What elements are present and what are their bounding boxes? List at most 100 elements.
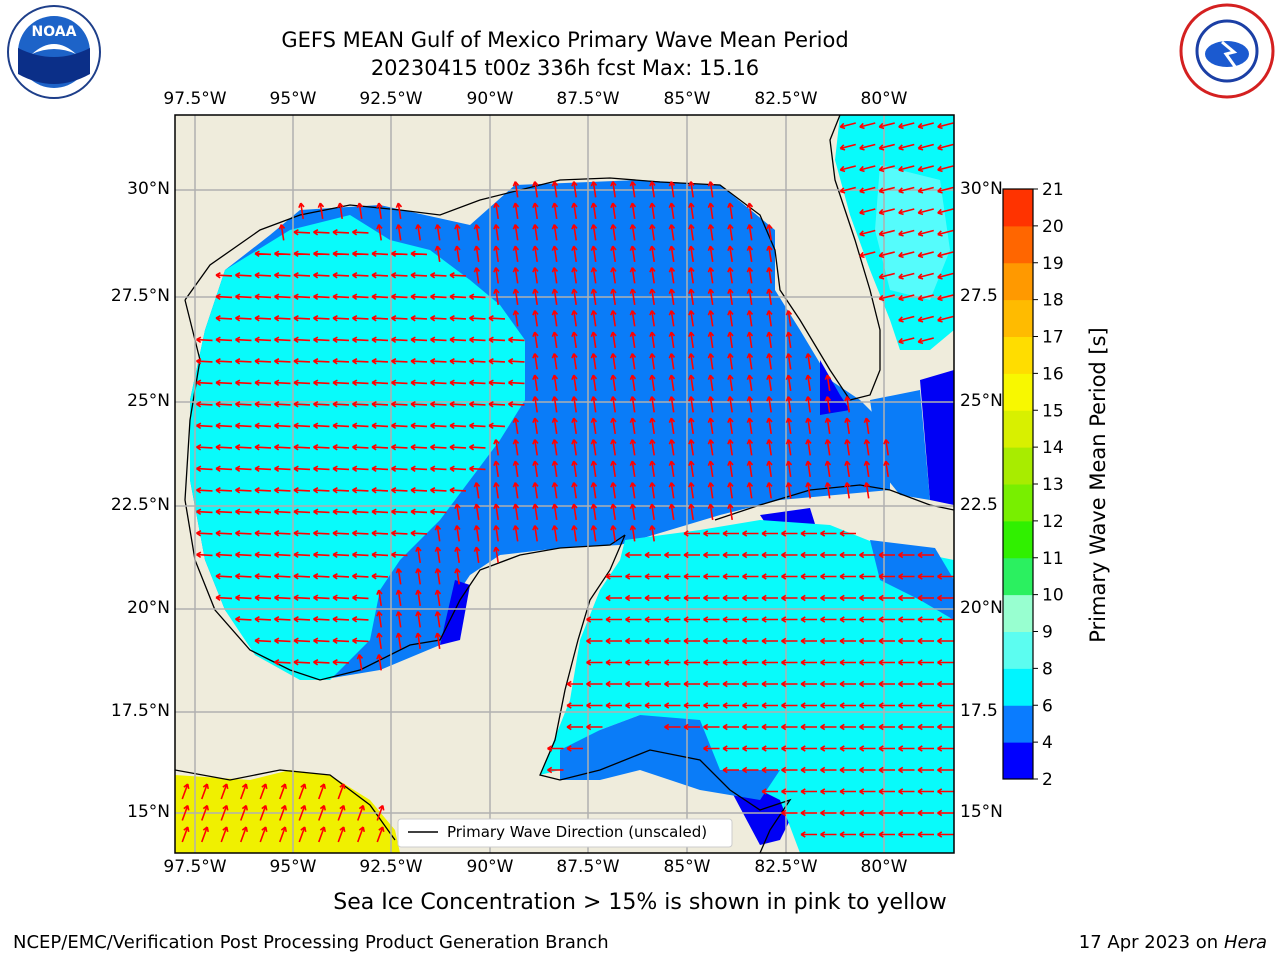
direction-arrow [235,508,252,516]
direction-arrow [391,358,408,365]
direction-arrow [571,288,578,306]
direction-arrow [766,460,773,478]
direction-arrow [703,530,720,537]
direction-arrow [844,439,851,456]
direction-arrow [644,573,661,580]
direction-arrow [629,503,637,521]
direction-arrow [357,826,365,843]
direction-arrow [820,659,837,666]
direction-arrow [332,315,350,322]
direction-arrow [512,245,520,263]
direction-arrow [664,616,681,623]
direction-arrow [410,293,428,301]
direction-arrow [274,444,291,451]
direction-arrow [649,267,656,284]
direction-arrow [824,460,832,478]
direction-arrow [820,551,837,559]
direction-arrow [683,594,700,602]
direction-arrow [313,358,330,365]
direction-arrow [859,702,876,709]
direction-arrow [820,788,837,795]
direction-arrow [722,723,739,731]
direction-arrow [898,594,915,602]
direction-arrow [859,208,876,216]
direction-arrow [688,353,695,370]
direction-arrow [590,417,598,435]
direction-arrow [551,525,559,542]
direction-arrow [605,659,622,666]
direction-arrow [196,530,213,537]
direction-arrow [532,224,539,241]
direction-arrow [235,272,252,279]
direction-arrow [610,310,617,327]
direction-arrow [883,460,890,478]
direction-arrow [259,804,268,821]
direction-arrow [766,331,773,349]
direction-arrow [917,186,934,194]
direction-arrow [196,487,213,494]
direction-arrow [781,745,798,752]
direction-arrow [859,809,876,817]
direction-arrow [629,396,637,413]
direction-arrow [668,439,676,456]
direction-arrow [274,422,291,430]
direction-arrow [571,503,578,521]
direction-arrow [668,503,676,521]
direction-arrow [878,122,895,130]
direction-arrow [313,444,330,451]
direction-arrow [664,551,681,559]
direction-arrow [761,637,778,645]
direction-arrow [844,482,851,499]
direction-arrow [313,229,330,236]
direction-arrow [785,417,793,435]
direction-arrow [551,503,559,521]
direction-arrow [727,503,734,521]
direction-arrow [352,487,369,494]
direction-arrow [937,616,954,623]
direction-arrow [240,804,248,821]
direction-arrow [410,358,428,365]
direction-arrow [313,422,330,430]
direction-arrow [532,503,539,521]
direction-arrow [352,379,369,387]
tick-label: 30°N [127,179,170,199]
direction-arrow [625,680,642,688]
direction-arrow [352,272,369,279]
direction-arrow [551,417,559,435]
direction-arrow [454,525,461,542]
direction-arrow [551,396,559,413]
direction-arrow [391,336,408,344]
direction-arrow [415,224,422,241]
direction-arrow [937,788,954,795]
direction-arrow [668,460,676,478]
direction-arrow [415,589,422,607]
direction-arrow [820,530,837,537]
direction-arrow [703,616,720,623]
direction-arrow [859,616,876,623]
direction-arrow [391,315,408,322]
colorbar-bin [1003,631,1033,669]
direction-arrow [376,224,383,241]
direction-arrow [722,616,739,623]
direction-arrow [274,315,291,322]
direction-arrow [761,702,778,709]
direction-arrow [664,573,681,580]
direction-arrow [898,229,915,237]
colorbar-bin [1003,520,1033,559]
direction-arrow [337,783,346,800]
direction-arrow [917,659,934,666]
direction-arrow [898,251,915,259]
direction-arrow [196,508,213,516]
direction-arrow [473,546,481,564]
direction-arrow [274,465,291,473]
direction-arrow [259,783,268,800]
map-legend: Primary Wave Direction (unscaled) [397,818,733,848]
direction-arrow [800,659,817,666]
direction-arrow [352,444,369,451]
direction-arrow [532,460,539,478]
direction-arrow [937,680,954,688]
direction-arrow [215,272,233,279]
direction-arrow [332,530,350,537]
direction-arrow [254,250,272,258]
colorbar-tick-label: 10 [1042,586,1064,606]
